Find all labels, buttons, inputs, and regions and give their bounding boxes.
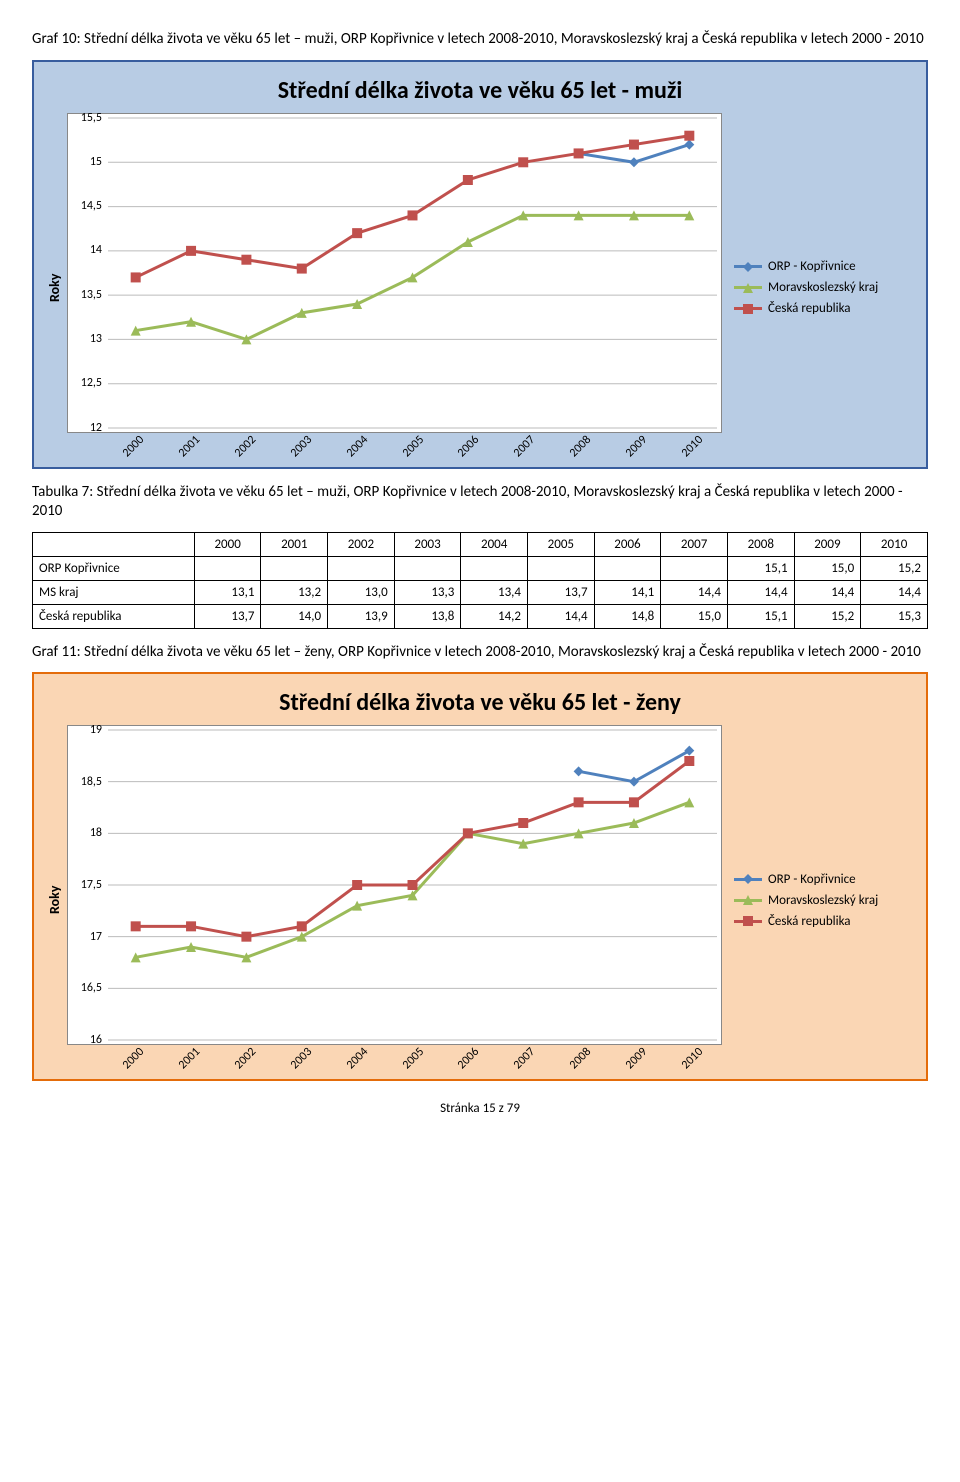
y-tick-label: 14 (90, 243, 102, 257)
chart2-legend: ORP - Kopřivnice Moravskoslezský kraj Če… (728, 862, 918, 939)
table-cell: 15,1 (727, 604, 794, 628)
legend-item: ORP - Kopřivnice (734, 872, 912, 887)
table-cell (194, 556, 261, 580)
table-cell: 13,1 (194, 580, 261, 604)
chart1-frame: Střední délka života ve věku 65 let - mu… (32, 60, 928, 469)
y-tick-label: 19 (90, 723, 102, 737)
table-cell (528, 556, 595, 580)
chart1-plot: 12 12,5 13 13,5 14 14,5 15 15,5 (67, 113, 722, 433)
table-cell: 14,4 (861, 580, 928, 604)
table-cell: 13,2 (261, 580, 328, 604)
table-cell: 14,4 (528, 604, 595, 628)
table-cell (461, 556, 528, 580)
legend-item: ORP - Kopřivnice (734, 259, 912, 274)
legend-label: Česká republika (768, 914, 851, 929)
y-tick-label: 12 (90, 421, 102, 435)
table-cell: 14,8 (594, 604, 661, 628)
y-tick-label: 15,5 (81, 111, 102, 125)
y-tick-label: 12,5 (81, 376, 102, 390)
graf10-caption: Graf 10: Střední délka života ve věku 65… (32, 30, 928, 50)
table-cell: 14,4 (727, 580, 794, 604)
y-tick-label: 13,5 (81, 288, 102, 302)
chart2-ylabel: Roky (42, 725, 67, 1075)
y-tick-label: 16 (90, 1033, 102, 1047)
table-cell: 15,0 (794, 556, 861, 580)
y-tick-label: 17 (90, 930, 102, 944)
y-tick-label: 18 (90, 826, 102, 840)
table-row: ORP Kopřivnice 15,115,015,2 (33, 556, 928, 580)
chart2-xticks: 2000200120022003200420052006200720082009… (67, 1045, 722, 1075)
table-col-header: 2004 (461, 532, 528, 556)
table-col-header: 2003 (394, 532, 461, 556)
table7: 2000200120022003200420052006200720082009… (32, 532, 928, 629)
y-tick-label: 18,5 (81, 775, 102, 789)
legend-label: Česká republika (768, 301, 851, 316)
table-col-header: 2007 (661, 532, 728, 556)
legend-item: Moravskoslezský kraj (734, 280, 912, 295)
table-cell: 15,1 (727, 556, 794, 580)
table-cell: Česká republika (33, 604, 195, 628)
table-row: Česká republika13,714,013,913,814,214,41… (33, 604, 928, 628)
legend-label: ORP - Kopřivnice (768, 872, 856, 887)
table-cell: 15,2 (794, 604, 861, 628)
legend-label: Moravskoslezský kraj (768, 893, 878, 908)
chart1-xticks: 2000200120022003200420052006200720082009… (67, 433, 722, 463)
table-cell: 14,4 (794, 580, 861, 604)
table-cell: 13,0 (328, 580, 395, 604)
y-tick-label: 13 (90, 332, 102, 346)
table-col-header: 2000 (194, 532, 261, 556)
y-tick-label: 17,5 (81, 878, 102, 892)
chart2-title: Střední délka života ve věku 65 let - že… (42, 688, 918, 717)
table-cell (261, 556, 328, 580)
chart1-legend: ORP - Kopřivnice Moravskoslezský kraj Če… (728, 249, 918, 326)
table-cell: 14,1 (594, 580, 661, 604)
table-cell (661, 556, 728, 580)
table-cell (394, 556, 461, 580)
table-col-header: 2006 (594, 532, 661, 556)
table-cell: MS kraj (33, 580, 195, 604)
y-tick-label: 15 (90, 155, 102, 169)
table-cell (594, 556, 661, 580)
graf11-caption: Graf 11: Střední délka života ve věku 65… (32, 643, 928, 663)
table-row: MS kraj13,113,213,013,313,413,714,114,41… (33, 580, 928, 604)
table-cell: 13,7 (528, 580, 595, 604)
table-col-header: 2009 (794, 532, 861, 556)
table-col-header: 2002 (328, 532, 395, 556)
table-col-header: 2001 (261, 532, 328, 556)
table-cell: 14,4 (661, 580, 728, 604)
legend-label: ORP - Kopřivnice (768, 259, 856, 274)
table-cell: 14,2 (461, 604, 528, 628)
table-cell: 13,8 (394, 604, 461, 628)
table-cell: 13,9 (328, 604, 395, 628)
page-footer: Stránka 15 z 79 (32, 1101, 928, 1116)
table-col-header: 2005 (528, 532, 595, 556)
table-cell: 15,2 (861, 556, 928, 580)
table-cell: 13,4 (461, 580, 528, 604)
legend-item: Moravskoslezský kraj (734, 893, 912, 908)
table-cell: 13,3 (394, 580, 461, 604)
table-cell: 14,0 (261, 604, 328, 628)
table-cell: ORP Kopřivnice (33, 556, 195, 580)
legend-item: Česká republika (734, 914, 912, 929)
table-cell: 15,0 (661, 604, 728, 628)
table-col-header: 2010 (861, 532, 928, 556)
legend-item: Česká republika (734, 301, 912, 316)
tab7-caption: Tabulka 7: Střední délka života ve věku … (32, 483, 928, 522)
table-cell (328, 556, 395, 580)
legend-label: Moravskoslezský kraj (768, 280, 878, 295)
chart2-plot: 16 16,5 17 17,5 18 18,5 19 (67, 725, 722, 1045)
chart1-title: Střední délka života ve věku 65 let - mu… (42, 76, 918, 105)
table-col-header (33, 532, 195, 556)
y-tick-label: 14,5 (81, 199, 102, 213)
y-tick-label: 16,5 (81, 981, 102, 995)
table-col-header: 2008 (727, 532, 794, 556)
chart2-frame: Střední délka života ve věku 65 let - že… (32, 672, 928, 1081)
table-cell: 13,7 (194, 604, 261, 628)
chart1-ylabel: Roky (42, 113, 67, 463)
table-cell: 15,3 (861, 604, 928, 628)
